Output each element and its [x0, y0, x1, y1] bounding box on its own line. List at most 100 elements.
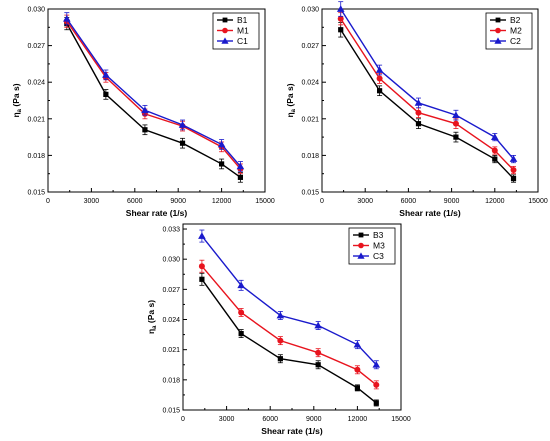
- data-point-m2: [376, 75, 383, 82]
- y-tick-label: 0.021: [301, 116, 319, 123]
- data-point-b3: [238, 330, 244, 337]
- x-axis-label: Shear rate (1/s): [399, 208, 461, 218]
- legend-marker-b1: [222, 17, 228, 23]
- data-point-c1: [236, 162, 245, 170]
- legend-label-m1: M1: [237, 26, 249, 36]
- data-point-m3: [354, 366, 361, 373]
- legend-marker-b2: [495, 17, 501, 23]
- x-tick-label: 9000: [306, 416, 322, 423]
- series-line-b1: [66, 23, 241, 178]
- legend-marker-m3: [358, 242, 364, 249]
- data-point-b1: [142, 127, 148, 133]
- data-point-b1: [103, 91, 109, 97]
- chart-panel-3: 0 3000 6000 9000 12000 15000 0.015 0.018 0.021 0.…: [146, 223, 411, 436]
- x-tick-label: 0: [46, 198, 50, 205]
- y-axis-label-symbol: η: [11, 112, 21, 117]
- data-point-b1: [237, 174, 244, 180]
- legend-marker-m1: [222, 27, 228, 34]
- legend-label-c3: C3: [373, 251, 384, 261]
- y-tick-label: 0.021: [162, 347, 180, 354]
- x-tick-label: 3000: [219, 416, 235, 423]
- data-point-b2: [453, 134, 459, 140]
- data-point-m3: [373, 381, 380, 388]
- legend-marker-c1: [221, 37, 229, 44]
- legend-label-b3: B3: [373, 230, 384, 240]
- series-b1: [64, 17, 244, 183]
- x-axis-label: Shear rate (1/s): [261, 426, 323, 436]
- series-m3: [198, 259, 380, 390]
- y-tick-label: 0.027: [162, 287, 180, 294]
- data-point-m2: [510, 167, 517, 174]
- data-point-b3: [199, 276, 205, 282]
- y-tick-label: 0.027: [27, 43, 45, 50]
- data-point-b2: [415, 121, 422, 127]
- data-point-c3: [372, 360, 381, 368]
- legend-label-m2: M2: [510, 26, 522, 36]
- series-line-m1: [66, 20, 241, 170]
- y-axis-label: ηa (Pa s): [285, 83, 297, 117]
- x-axis-label: Shear rate (1/s): [126, 208, 188, 218]
- data-point-b2: [338, 27, 344, 33]
- y-axis-label-subscript: a: [17, 108, 23, 112]
- data-point-m3: [198, 263, 205, 270]
- data-point-c3: [276, 311, 285, 319]
- legend-label-b1: B1: [237, 15, 248, 25]
- series-line-m2: [340, 18, 515, 171]
- y-axis-label-symbol: η: [146, 329, 156, 334]
- legend-marker-m2: [495, 27, 501, 34]
- legend-marker-b3: [358, 232, 364, 238]
- y-axis-label-symbol: η: [285, 112, 295, 117]
- series-m2: [337, 12, 517, 175]
- x-tick-label: 0: [320, 198, 324, 205]
- data-point-c3: [314, 321, 322, 329]
- y-axis-label-unit: (Pa s): [285, 83, 295, 109]
- data-point-c3: [353, 340, 362, 348]
- x-tick-label: 12000: [485, 198, 505, 205]
- data-point-c2: [452, 111, 460, 118]
- y-axis-label-unit: (Pa s): [146, 300, 156, 326]
- x-tick-label: 15000: [255, 198, 275, 205]
- data-point-c2: [336, 5, 345, 12]
- legend-label-c1: C1: [237, 36, 248, 46]
- y-tick-label: 0.015: [162, 408, 180, 415]
- y-tick-label: 0.015: [301, 190, 319, 197]
- legend-label-b2: B2: [510, 15, 521, 25]
- data-point-b3: [277, 356, 283, 362]
- data-point-c2: [491, 133, 499, 140]
- y-tick-label: 0.018: [162, 377, 180, 384]
- series-b3: [199, 272, 379, 407]
- x-tick-label: 3000: [357, 198, 373, 205]
- y-axis-label-subscript: a: [291, 108, 297, 112]
- y-tick-label: 0.021: [27, 116, 45, 123]
- data-point-b2: [510, 175, 517, 182]
- data-point-m3: [315, 349, 322, 356]
- y-tick-label: 0.033: [162, 227, 180, 234]
- data-point-c1: [217, 140, 226, 148]
- x-tick-label: 6000: [262, 416, 278, 423]
- data-point-m3: [277, 337, 284, 344]
- x-tick-label: 12000: [348, 416, 368, 423]
- x-tick-label: 0: [181, 416, 185, 423]
- data-point-c1: [141, 106, 149, 114]
- data-point-c2: [509, 155, 518, 162]
- x-tick-label: 9000: [170, 198, 186, 205]
- data-point-c2: [375, 66, 384, 73]
- data-point-b3: [373, 400, 379, 406]
- x-tick-label: 6000: [127, 198, 143, 205]
- series-line-c2: [340, 8, 515, 160]
- data-point-m2: [452, 120, 459, 127]
- data-point-b3: [315, 362, 321, 368]
- y-tick-label: 0.030: [301, 7, 319, 14]
- series-line-b2: [340, 29, 515, 180]
- x-tick-label: 12000: [212, 198, 232, 205]
- series-line-b3: [201, 278, 377, 404]
- y-axis-label-subscript: a: [152, 325, 158, 329]
- data-point-b1: [219, 161, 225, 167]
- x-tick-label: 15000: [528, 198, 548, 205]
- legend-label-m3: M3: [373, 241, 385, 251]
- data-point-m2: [337, 15, 344, 22]
- series-c3: [198, 229, 381, 370]
